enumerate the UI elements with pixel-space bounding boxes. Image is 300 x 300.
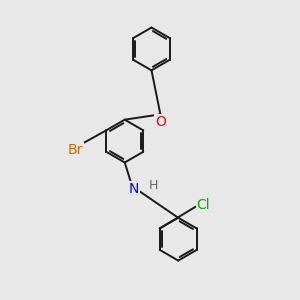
Text: H: H: [148, 178, 158, 192]
Text: Cl: Cl: [197, 198, 210, 212]
Text: N: N: [128, 182, 139, 196]
Text: O: O: [155, 115, 166, 129]
Text: Br: Br: [68, 143, 83, 157]
